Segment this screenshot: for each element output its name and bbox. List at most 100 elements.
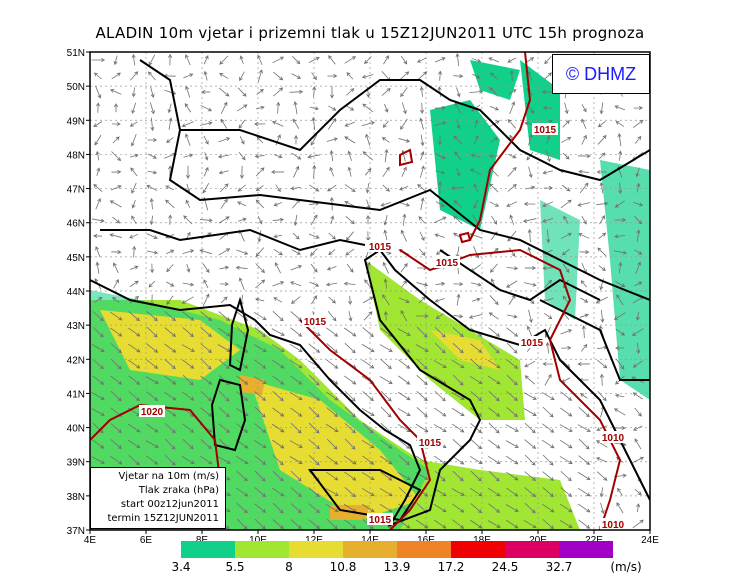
wind-arrow: [578, 519, 591, 529]
wind-arrow: [96, 167, 101, 176]
wind-arrow: [505, 440, 519, 448]
wind-arrow: [380, 471, 393, 481]
wind-arrow: [365, 133, 371, 146]
wind-arrow: [564, 102, 569, 115]
wind-arrow: [166, 249, 175, 255]
wind-arrow: [453, 314, 464, 319]
wind-arrow: [453, 135, 463, 145]
wind-arrow: [218, 390, 230, 402]
wind-arrow: [632, 519, 644, 529]
wind-arrow: [200, 327, 212, 338]
wind-arrow: [434, 342, 446, 354]
wind-arrow: [181, 344, 195, 352]
lat-tick-label: 39N: [67, 458, 85, 469]
wind-arrow: [146, 423, 159, 433]
wind-arrow: [544, 56, 552, 65]
wind-arrow: [453, 282, 464, 287]
wind-arrow: [362, 296, 374, 304]
wind-arrow: [542, 201, 554, 207]
wind-arrow: [345, 216, 355, 225]
wind-arrow: [562, 152, 570, 160]
wind-arrow: [489, 183, 499, 193]
wind-arrow: [615, 328, 626, 336]
wind-arrow: [326, 266, 337, 271]
wind-arrow: [382, 261, 389, 274]
wind-arrow: [544, 72, 553, 80]
wind-arrow: [562, 120, 570, 128]
wind-arrow: [559, 424, 573, 432]
wind-arrow: [505, 504, 519, 512]
wind-arrow: [470, 391, 482, 402]
wind-arrow: [129, 233, 139, 239]
wind-arrow: [633, 425, 643, 431]
wind-arrow: [149, 197, 154, 210]
wind-arrow: [618, 261, 623, 274]
wind-arrow: [364, 168, 372, 176]
isobar-label: 1010: [602, 520, 625, 531]
wind-arrow: [542, 487, 554, 498]
wind-arrow: [110, 327, 123, 337]
wind-arrow: [398, 359, 411, 369]
wind-arrow: [473, 245, 480, 259]
wind-arrow: [400, 118, 408, 130]
wind-arrow: [420, 197, 425, 211]
wind-arrow: [308, 406, 320, 418]
wind-arrow: [380, 439, 393, 449]
wind-arrow: [581, 134, 587, 145]
legend-threshold: 32.7: [546, 560, 573, 574]
lon-tick-label: 18E: [473, 535, 491, 546]
wind-arrow: [434, 326, 446, 338]
coastlines-borders: [90, 59, 650, 527]
wind-arrow: [111, 122, 121, 127]
wind-arrow: [146, 184, 158, 191]
wind-arrow: [255, 297, 265, 302]
wind-arrow: [272, 56, 285, 64]
wind-arrow: [346, 105, 355, 111]
wind-arrow: [219, 265, 230, 270]
wind-arrow: [544, 313, 553, 320]
wind-arrow: [150, 263, 155, 274]
wind-arrow: [577, 362, 590, 367]
wind-arrow: [488, 312, 499, 320]
wind-arrow: [416, 406, 428, 418]
wind-arrow: [581, 118, 587, 129]
wind-arrow: [273, 248, 283, 256]
wind-arrow: [272, 281, 285, 287]
wind-arrow: [328, 232, 336, 240]
wind-arrow: [543, 185, 553, 190]
wind-arrow: [577, 503, 591, 513]
wind-arrow: [505, 519, 519, 529]
lon-tick-label: 8E: [196, 535, 209, 546]
wind-arrow: [129, 121, 138, 127]
wind-arrow: [344, 487, 356, 498]
wind-arrow: [200, 358, 212, 370]
wind-arrow: [186, 263, 191, 273]
wind-arrow: [200, 311, 213, 321]
wind-arrow: [253, 344, 267, 352]
wind-arrow: [237, 201, 247, 207]
wind-arrow: [131, 102, 136, 114]
wind-arrow: [488, 439, 501, 449]
wind-arrow: [506, 391, 518, 402]
wind-arrow: [326, 455, 339, 465]
wind-arrow: [420, 134, 425, 147]
wind-arrow: [344, 136, 356, 144]
wind-arrow: [344, 375, 357, 385]
wind-arrow: [595, 296, 608, 304]
wind-arrow: [327, 311, 337, 322]
lat-tick-label: 43N: [67, 321, 85, 332]
wind-arrow: [473, 183, 479, 193]
wind-arrow: [379, 455, 393, 465]
wind-arrow: [273, 87, 284, 97]
wind-arrow: [598, 152, 606, 160]
lon-tick-label: 24E: [641, 535, 659, 546]
wind-arrow: [164, 343, 177, 353]
wind-arrow: [271, 344, 285, 352]
wind-arrow: [469, 89, 484, 94]
wind-arrow: [326, 518, 338, 530]
wind-arrow: [615, 346, 625, 351]
wind-arrow: [199, 218, 213, 223]
legend-swatch: [235, 541, 289, 558]
wind-arrow: [618, 182, 623, 195]
wind-arrow: [560, 232, 572, 240]
